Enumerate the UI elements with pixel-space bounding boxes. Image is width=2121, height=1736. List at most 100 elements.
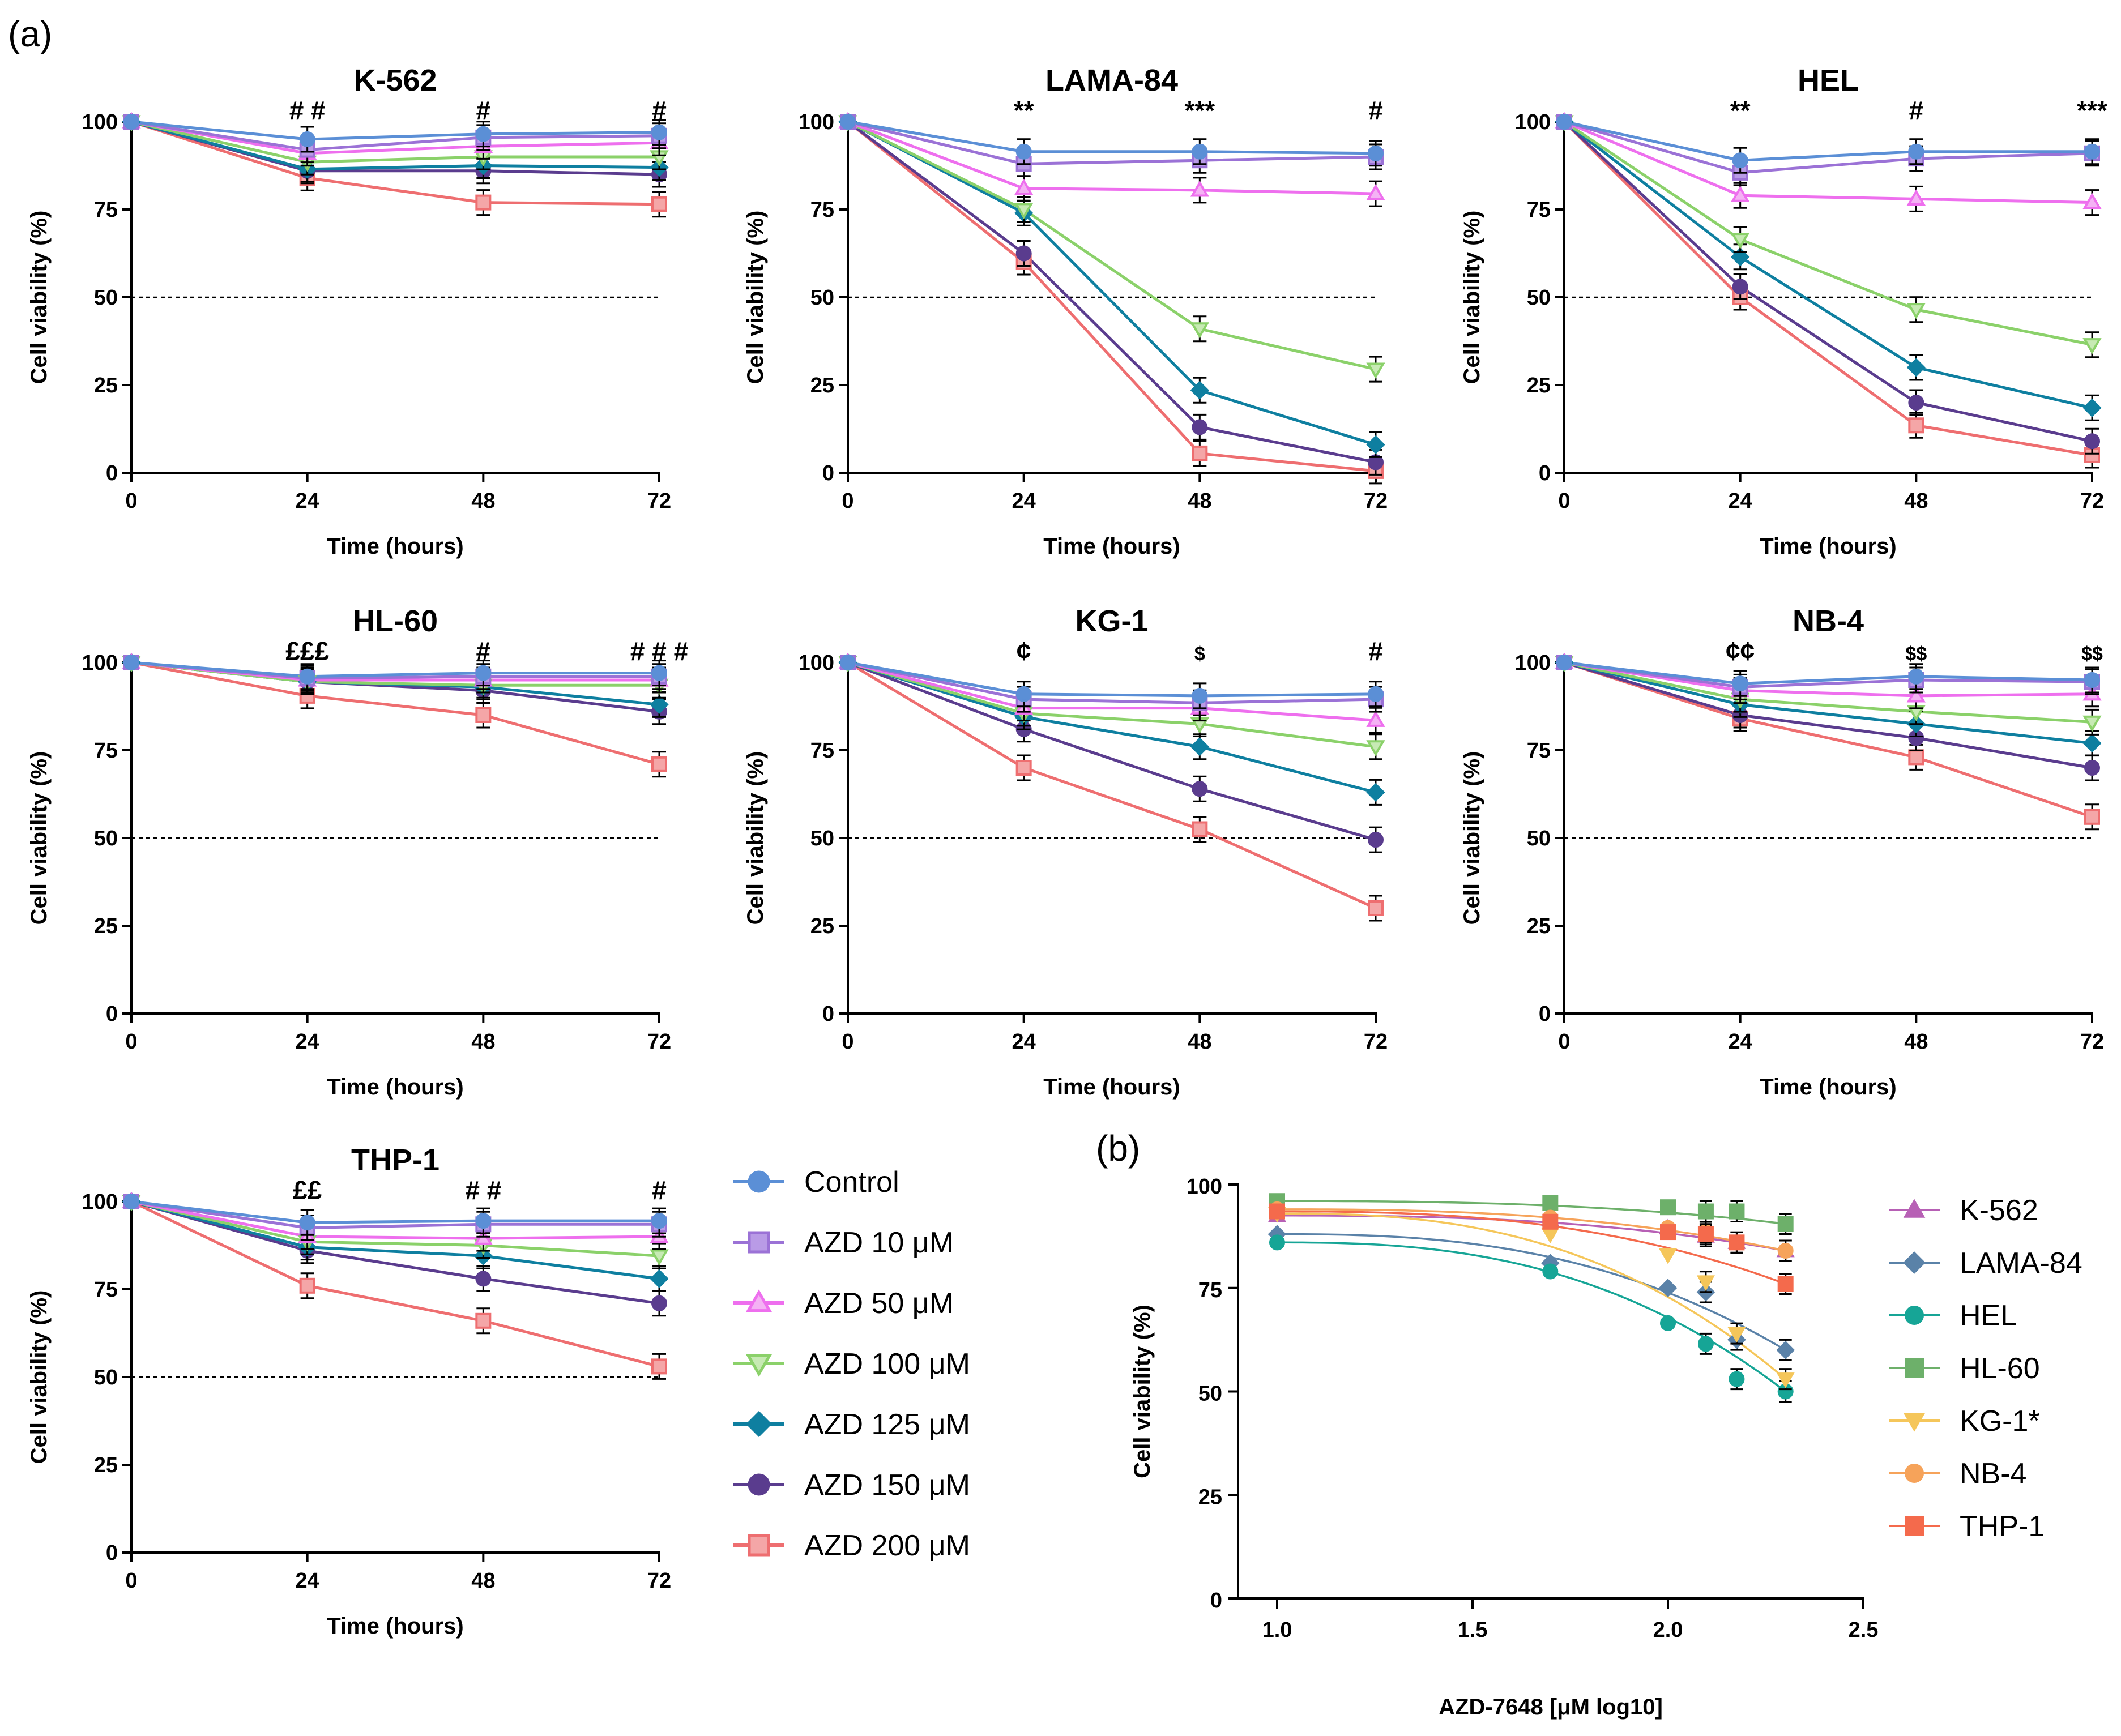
- significance-mark: #: [1909, 96, 1924, 125]
- y-tick-label: 75: [810, 739, 834, 763]
- x-axis-label: Time (hours): [1043, 534, 1180, 559]
- chart-title: HL-60: [353, 604, 438, 638]
- series-line-azd-200-um: [130, 1200, 660, 1368]
- data-point-kg-1: [1776, 1372, 1795, 1388]
- series-line-azd-50-um: [847, 120, 1376, 195]
- series-line-azd-50-um: [1564, 661, 2093, 698]
- x-tick-label: 72: [647, 1030, 671, 1054]
- data-point-azd-200-um: [1368, 900, 1384, 916]
- y-tick-label: 25: [1198, 1485, 1222, 1509]
- data-point-lama-84: [1776, 1341, 1795, 1359]
- data-point-control: [840, 114, 856, 130]
- legend-marker-square: [748, 1231, 770, 1254]
- data-point-azd-125-um: [1190, 380, 1209, 400]
- significance-mark: #: [1368, 636, 1383, 666]
- y-axis-label: Cell viability (%): [743, 751, 768, 925]
- legend-marker-circle: [748, 1473, 770, 1496]
- y-tick-label: 25: [94, 1453, 118, 1477]
- y-tick-label: 100: [1187, 1175, 1222, 1199]
- data-point-kg-1: [1696, 1275, 1715, 1292]
- y-axis-label: Cell viability (%): [1459, 751, 1484, 925]
- legend-marker-square: [1905, 1358, 1924, 1378]
- data-point-azd-150-um: [475, 1271, 492, 1287]
- legend-marker-circle: [748, 1170, 770, 1193]
- data-point-kg-1: [1541, 1228, 1560, 1244]
- data-point-control: [840, 655, 856, 670]
- data-point-azd-150-um: [1192, 419, 1208, 435]
- legend-item-azd-100-um: AZD 100 μM: [733, 1348, 970, 1380]
- dose-response-chart: 0 25 50 75 100 1.0 1.5 2.0 2.5 AZD-7648 [μM log10…: [1130, 1175, 1878, 1720]
- data-point-nb-4: [1777, 1242, 1794, 1259]
- series-line-azd-200-um: [1564, 661, 2093, 819]
- series-line-azd-125-um: [847, 661, 1376, 794]
- legend-label: K-562: [1960, 1194, 2038, 1227]
- y-tick-label: 75: [94, 198, 118, 222]
- significance-mark: £££: [285, 636, 329, 666]
- series-line-control: [1564, 661, 2093, 685]
- data-point-control: [1732, 675, 1748, 692]
- series-line-control: [1564, 120, 2092, 162]
- line-chart-thp-1: THP-1 0 25 50 75 100 0 24 48 72 Time (hours) Cell v…: [27, 1143, 671, 1639]
- y-tick-label: 25: [1527, 374, 1551, 397]
- y-tick-label: 50: [1527, 286, 1551, 310]
- legend-item-azd-125-um: AZD 125 μM: [733, 1408, 970, 1441]
- line-chart-lama-84: LAMA-84 0 25 50 75 100 0 24 48 72 Time (hours) Cell…: [743, 63, 1388, 559]
- data-point-control: [1732, 152, 1748, 169]
- data-point-control: [299, 131, 315, 147]
- series-line-control: [847, 661, 1376, 698]
- legend-marker-square: [748, 1534, 770, 1557]
- legend-label: AZD 150 μM: [804, 1469, 970, 1502]
- x-tick-label: 0: [125, 489, 137, 513]
- data-point-azd-100-um: [2082, 715, 2102, 732]
- legend-panel-a: Control AZD 10 μM AZD 50 μM AZD 100 μM AZD 1…: [733, 1166, 970, 1562]
- data-point-azd-150-um: [651, 1295, 667, 1311]
- legend-marker-triangle-up: [745, 1289, 773, 1312]
- data-point-azd-125-um: [2082, 398, 2102, 417]
- y-tick-label: 100: [799, 651, 834, 675]
- data-point-azd-200-um: [1192, 821, 1208, 837]
- y-tick-label: 100: [799, 110, 834, 134]
- data-point-azd-100-um: [1190, 322, 1210, 339]
- charts: K-562 0 25 50 75 100 0 24 48 72 Time (hours) Cell v…: [27, 63, 2107, 1720]
- y-tick-label: 100: [82, 110, 118, 134]
- x-tick-label: 2.5: [1849, 1618, 1879, 1642]
- y-tick-label: 75: [94, 739, 118, 763]
- x-axis-label: Time (hours): [1760, 1075, 1897, 1100]
- y-tick-label: 25: [1527, 914, 1551, 938]
- data-point-azd-100-um: [1014, 203, 1034, 220]
- data-point-hl-60: [1729, 1203, 1745, 1220]
- x-axis-label: Time (hours): [327, 1075, 464, 1100]
- data-point-azd-125-um: [650, 695, 669, 715]
- significance-mark: **: [1014, 96, 1034, 125]
- legend-label: AZD 200 μM: [804, 1529, 970, 1562]
- x-tick-label: 1.0: [1262, 1618, 1292, 1642]
- y-tick-label: 0: [1539, 461, 1551, 485]
- series-line-azd-100-um: [131, 1200, 660, 1258]
- data-point-azd-200-um: [475, 707, 492, 723]
- legend-panel-b: K-562 LAMA-84 HEL HL-60 KG-1* NB-4 THP-1: [1889, 1194, 2082, 1543]
- data-point-azd-50-um: [1366, 183, 1385, 200]
- significance-mark: #: [476, 636, 491, 666]
- y-axis-label: Cell viability (%): [1130, 1305, 1155, 1478]
- legend-marker-circle: [1905, 1306, 1924, 1325]
- data-point-lama-84: [1658, 1279, 1678, 1298]
- data-point-hel: [1269, 1234, 1285, 1251]
- data-point-azd-100-um: [1730, 233, 1750, 249]
- y-tick-label: 0: [822, 461, 834, 485]
- chart-title: LAMA-84: [1045, 63, 1178, 97]
- y-tick-label: 50: [1527, 827, 1551, 850]
- legend-label: AZD 100 μM: [804, 1348, 970, 1380]
- x-tick-label: 0: [125, 1569, 137, 1593]
- significance-mark: #: [1368, 96, 1383, 125]
- x-tick-label: 48: [471, 1569, 495, 1593]
- legend-item-kg-1: KG-1*: [1889, 1405, 2040, 1438]
- data-point-kg-1: [1727, 1327, 1746, 1343]
- y-tick-label: 25: [94, 914, 118, 938]
- data-point-control: [1908, 143, 1924, 160]
- series-line-azd-200-um: [131, 120, 660, 206]
- legend-marker-square: [1905, 1516, 1924, 1536]
- data-point-azd-200-um: [1908, 749, 1924, 766]
- legend-item-control: Control: [733, 1166, 899, 1199]
- data-point-control: [299, 668, 315, 685]
- significance-mark: #: [652, 1175, 667, 1205]
